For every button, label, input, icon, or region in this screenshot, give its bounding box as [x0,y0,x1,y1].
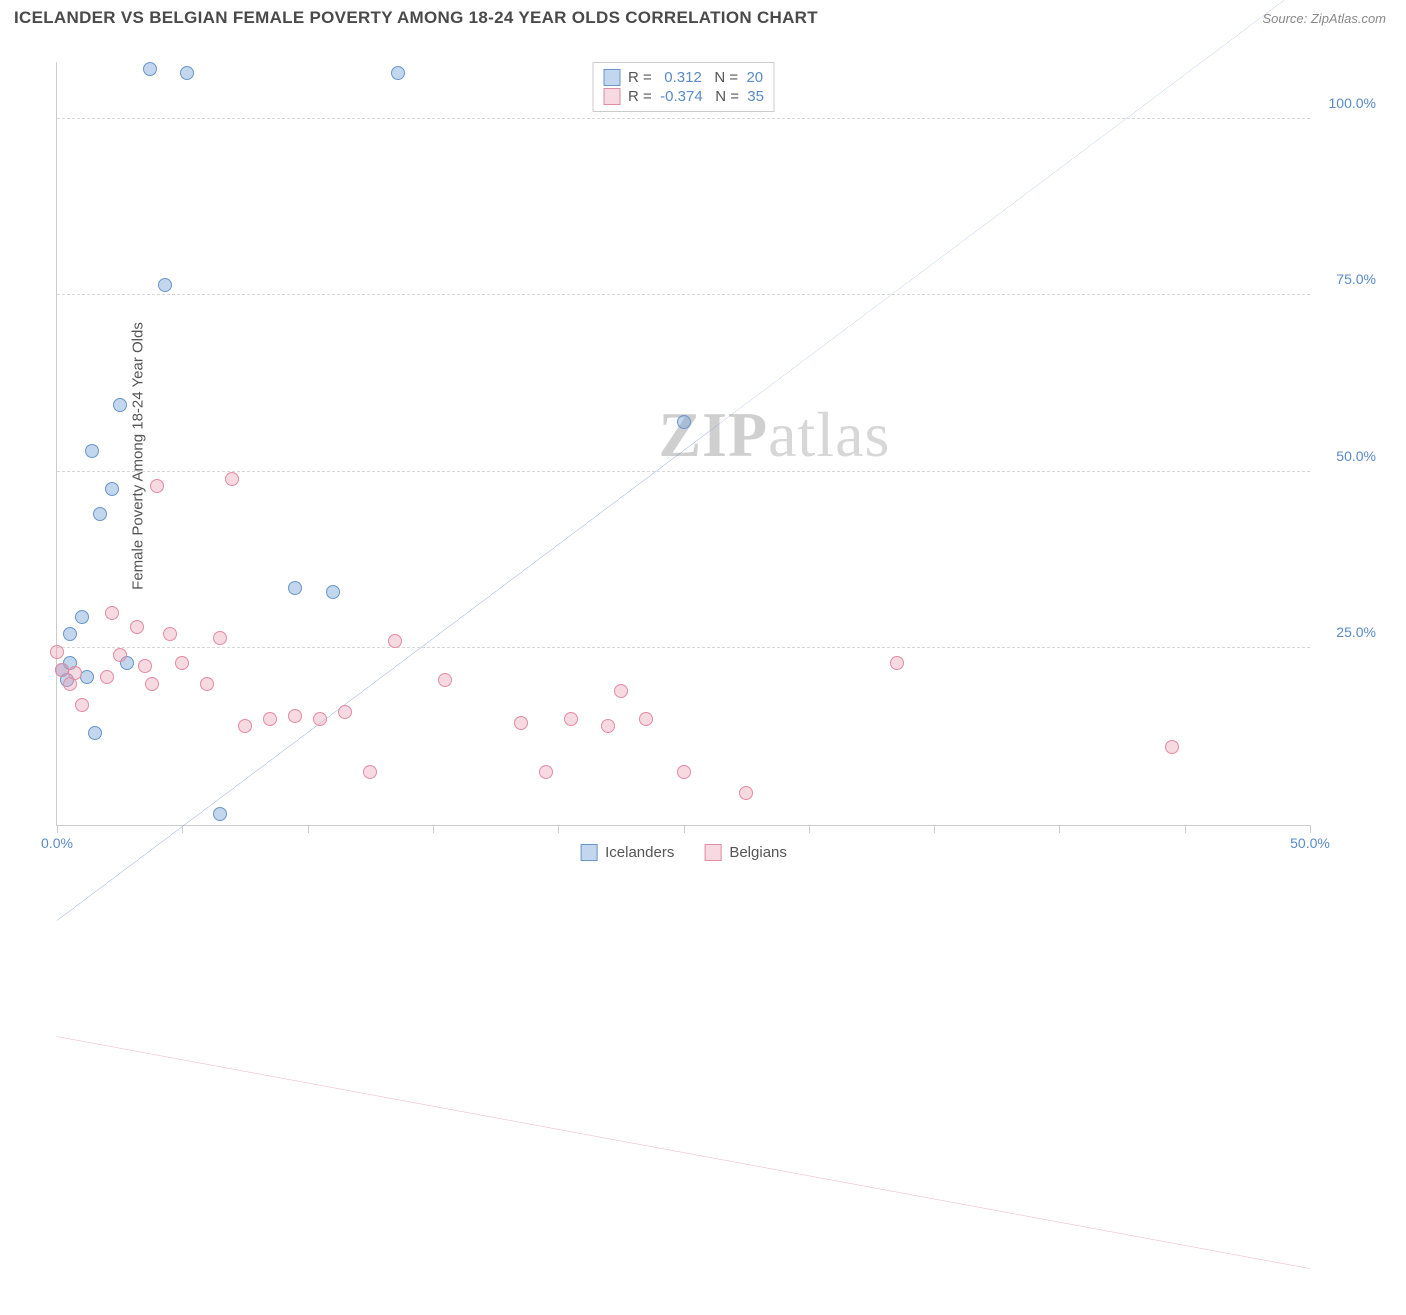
data-point-belgians [113,648,127,662]
data-point-icelanders [180,66,194,80]
data-point-belgians [313,712,327,726]
y-tick-label: 50.0% [1336,448,1376,464]
data-point-belgians [677,765,691,779]
data-point-belgians [130,620,144,634]
data-point-icelanders [93,507,107,521]
source-attribution: Source: ZipAtlas.com [1262,11,1386,26]
x-tick [558,825,559,833]
data-point-belgians [145,677,159,691]
swatch-belgians-icon [704,844,721,861]
data-point-icelanders [288,581,302,595]
data-point-belgians [614,684,628,698]
swatch-icelanders-icon [580,844,597,861]
data-point-icelanders [143,62,157,76]
y-tick-label: 100.0% [1329,95,1376,111]
data-point-belgians [338,705,352,719]
data-point-belgians [363,765,377,779]
data-point-belgians [225,472,239,486]
x-tick [1185,825,1186,833]
trendline-belgians [57,1037,1310,1269]
data-point-icelanders [63,627,77,641]
x-tick [57,825,58,833]
data-point-belgians [75,698,89,712]
x-tick [809,825,810,833]
data-point-belgians [564,712,578,726]
data-point-belgians [539,765,553,779]
gridline-h [57,294,1310,295]
chart-title: ICELANDER VS BELGIAN FEMALE POVERTY AMON… [14,8,818,28]
data-point-icelanders [326,585,340,599]
chart-container: Female Poverty Among 18-24 Year Olds ZIP… [14,40,1386,872]
stats-row-icelanders: R = 0.312 N = 20 [603,68,764,87]
plot-area: ZIPatlas R = 0.312 N = 20 R = -0.374 N =… [56,62,1310,826]
header: ICELANDER VS BELGIAN FEMALE POVERTY AMON… [0,0,1406,32]
legend-item-icelanders: Icelanders [580,844,674,861]
data-point-belgians [739,786,753,800]
data-point-icelanders [75,610,89,624]
data-point-icelanders [213,807,227,821]
data-point-belgians [50,645,64,659]
gridline-h [57,471,1310,472]
gridline-h [57,647,1310,648]
data-point-icelanders [105,482,119,496]
data-point-belgians [213,631,227,645]
y-tick-label: 25.0% [1336,624,1376,640]
data-point-belgians [238,719,252,733]
data-point-icelanders [80,670,94,684]
x-tick [934,825,935,833]
x-tick [1059,825,1060,833]
data-point-icelanders [113,398,127,412]
data-point-belgians [388,634,402,648]
bottom-legend: Icelanders Belgians [580,844,787,861]
x-tick-label: 50.0% [1290,835,1330,851]
data-point-belgians [288,709,302,723]
data-point-belgians [1165,740,1179,754]
data-point-belgians [601,719,615,733]
stats-legend: R = 0.312 N = 20 R = -0.374 N = 35 [592,62,775,112]
data-point-belgians [150,479,164,493]
data-point-belgians [163,627,177,641]
data-point-belgians [175,656,189,670]
data-point-belgians [138,659,152,673]
trendlines-layer [57,62,1310,1315]
swatch-belgians [603,88,620,105]
data-point-belgians [100,670,114,684]
data-point-belgians [514,716,528,730]
gridline-h [57,118,1310,119]
data-point-belgians [890,656,904,670]
legend-item-belgians: Belgians [704,844,787,861]
trendline-dashed-icelanders [709,0,1310,432]
data-point-icelanders [88,726,102,740]
data-point-belgians [200,677,214,691]
data-point-icelanders [85,444,99,458]
data-point-belgians [639,712,653,726]
x-tick [1310,825,1311,833]
data-point-icelanders [158,278,172,292]
y-tick-label: 75.0% [1336,271,1376,287]
data-point-belgians [263,712,277,726]
data-point-belgians [105,606,119,620]
x-tick [182,825,183,833]
x-tick [308,825,309,833]
swatch-icelanders [603,69,620,86]
stats-row-belgians: R = -0.374 N = 35 [603,87,764,106]
x-tick [684,825,685,833]
data-point-icelanders [391,66,405,80]
data-point-icelanders [677,415,691,429]
x-tick [433,825,434,833]
data-point-belgians [438,673,452,687]
data-point-belgians [68,666,82,680]
x-tick-label: 0.0% [41,835,73,851]
